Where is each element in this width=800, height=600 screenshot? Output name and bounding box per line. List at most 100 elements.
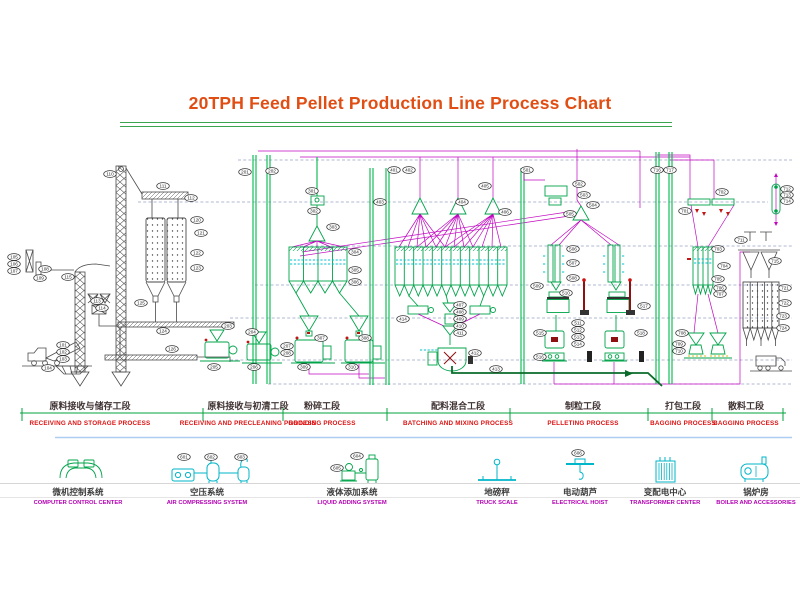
svg-text:711: 711 [737,238,745,243]
svg-text:121: 121 [197,231,205,236]
svg-text:201: 201 [241,170,249,175]
equipment-tag: 710 [672,347,686,355]
equipment-tag: 122 [190,249,204,257]
svg-text:310: 310 [348,365,356,370]
equipment-tag: 604 [350,452,364,460]
svg-text:404: 404 [458,200,466,205]
equipment-tag: 411 [453,329,467,337]
svg-text:504: 504 [589,203,597,208]
equipment-tag: 114 [95,304,109,312]
equipment-tag: 414 [396,315,410,323]
equipment-tag: 402 [402,166,416,174]
svg-text:305: 305 [351,268,359,273]
equipment-tag: 603 [234,453,248,461]
batching-bins [394,246,508,307]
section-sublabel-bagging: BAGGING PROCESS [650,420,716,427]
svg-text:517: 517 [640,304,648,309]
svg-text:702: 702 [718,190,726,195]
pellet-bin-1 [543,244,565,283]
section-label-receiving-storage: 原料接收与储存工段 [49,401,131,411]
bagging-scale-2 [684,332,732,359]
section-label-batching-mixing: 配料混合工段 [430,401,485,411]
equipment-tag: 709 [672,340,686,348]
electric-hoist-icon [566,458,594,480]
precleaner-1 [200,329,240,362]
svg-text:126: 126 [168,347,176,352]
dosing-feeders [407,305,496,327]
equipment-tag: 403 [373,198,387,206]
svg-text:604: 604 [353,454,361,459]
svg-text:104: 104 [44,366,52,371]
section-label-pelleting: 制粒工段 [564,401,601,411]
equipment-tag: 513 [571,333,585,341]
chain-conveyor [104,354,231,362]
aux-label-transformer: 变配电中心 [643,487,687,497]
svg-text:712: 712 [783,187,791,192]
equipment-tag: 123 [190,264,204,272]
equipment-tag: 511 [571,319,585,327]
aux-label-air-compressing: 空压系统 [189,487,224,497]
svg-text:518: 518 [637,331,645,336]
truck-scale-icon [478,458,516,481]
svg-text:114: 114 [98,306,106,311]
equipment-tag: 504 [586,201,600,209]
equipment-tag: 707 [713,290,727,298]
equipment-tag: 702 [715,188,729,196]
svg-text:124: 124 [159,329,167,334]
equipment-tag: 510 [559,289,573,297]
svg-text:511: 511 [574,321,582,326]
equipment-tag: 302 [307,207,321,215]
aux-label-computer-control: 微机控制系统 [52,487,104,497]
equipment-tag: 120 [190,216,204,224]
svg-text:406: 406 [501,210,509,215]
tag-layer: 101 102 103 104 105 106 107 108 109 110 111 112 113 1… [7,166,794,472]
equipment-tag: 104 [41,364,55,372]
svg-text:516: 516 [536,355,544,360]
equipment-tag: 113 [90,297,104,305]
svg-text:710: 710 [675,349,683,354]
equipment-tag: 103 [56,355,70,363]
section-label-grinding: 粉碎工段 [303,401,340,411]
equipment-tag: 412 [468,349,482,357]
equipment-tag: 306 [348,278,362,286]
aux-label-liquid-adding: 液体添加系统 [326,487,378,497]
silo-top-conveyor [141,191,189,218]
equipment-tag: 721 [778,284,792,292]
equipment-tag: 206 [247,363,261,371]
bucket-elevator-1 [70,263,111,387]
svg-text:101: 101 [59,343,67,348]
equipment-tag: 515 [533,329,547,337]
svg-text:724: 724 [779,326,787,331]
svg-text:208: 208 [283,351,291,356]
svg-text:301: 301 [308,189,316,194]
svg-text:306: 306 [351,280,359,285]
aux-sublabel-air-compressing: AIR COMPRESSING SYSTEM [166,500,248,506]
equipment-tag: 404 [455,198,469,206]
transformer-icon [655,457,676,483]
svg-text:510: 510 [562,291,570,296]
svg-text:704: 704 [720,264,728,269]
equipment-tag: 715 [768,257,782,265]
svg-text:402: 402 [405,168,413,173]
silo-1 [145,217,166,322]
equipment-tag: 705 [711,275,725,283]
svg-text:414: 414 [399,317,407,322]
section-sublabel-receiving-storage: RECEIVING AND STORAGE PROCESS [29,420,151,427]
svg-text:109: 109 [36,276,44,281]
title-underline [120,122,672,127]
svg-text:304: 304 [351,250,359,255]
svg-text:112: 112 [187,196,195,201]
equipment-tag: 108 [38,265,52,273]
equipment-tag: 602 [204,453,218,461]
equipment-tag: 409 [453,315,467,323]
svg-text:606: 606 [574,451,582,456]
section-sublabel-batching-mixing: BATCHING AND MIXING PROCESS [402,420,513,427]
svg-text:501: 501 [523,168,531,173]
equipment-tag: 204 [245,328,259,336]
svg-text:508: 508 [569,276,577,281]
section-sublabel-grinding: GRINDING PROCESS [288,420,356,427]
equipment-tag: 516 [533,353,547,361]
equipment-tag: 307 [314,334,328,342]
